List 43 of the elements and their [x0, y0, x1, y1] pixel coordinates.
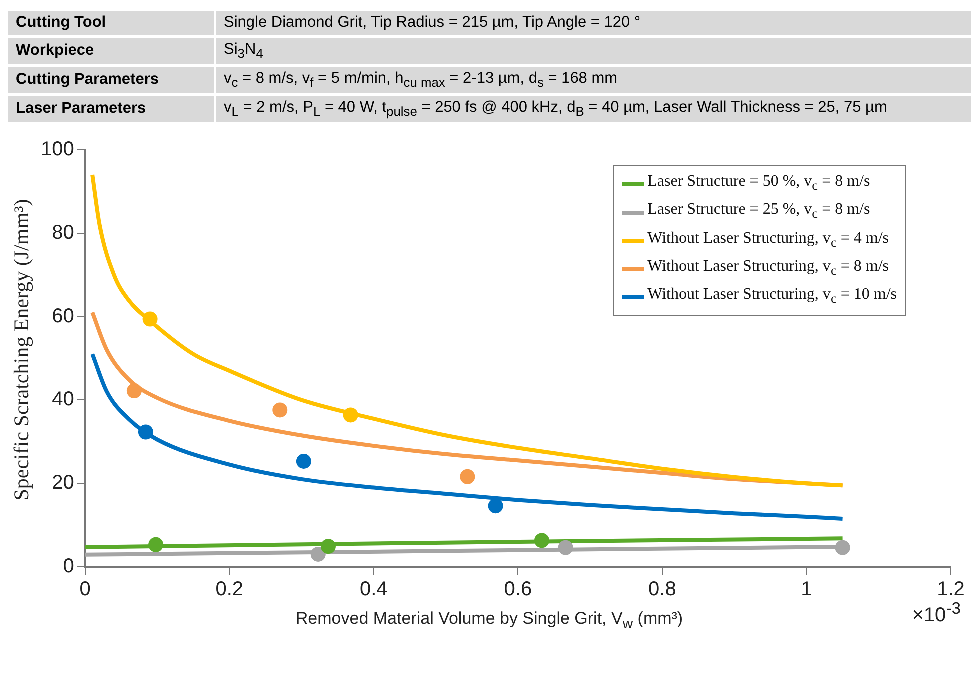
y-axis-title: Specific Scratching Energy (J/mm³) — [10, 199, 34, 502]
x-tick-label: 0 — [80, 578, 91, 601]
point — [296, 454, 312, 470]
point — [142, 312, 158, 328]
point — [460, 470, 476, 485]
x-tick-label: 1.2 — [937, 578, 965, 601]
point — [835, 540, 850, 556]
point — [148, 538, 164, 553]
x-tick-label: 0.8 — [648, 578, 676, 601]
legend-label: Without Laser Structuring, v$_{c}$ = 4 m/s — [648, 228, 889, 252]
y-tick-label: 20 — [52, 472, 74, 494]
x-tick-label: 0.2 — [216, 578, 244, 601]
legend-label: Without Laser Structuring, v$_{c}$ = 8 m/s — [648, 256, 889, 280]
legend-label: Laser Structure = 50 %, v$_{c}$ = 8 m/s — [648, 172, 870, 196]
legend-label: Laser Structure = 25 %, v$_{c}$ = 8 m/s — [648, 200, 870, 224]
x-axis-title: Removed Material Volume by Single Grit, V$_{w}$ (mm³) — [296, 609, 684, 633]
point — [272, 402, 288, 418]
y-tick-label: 100 — [40, 138, 74, 161]
point — [488, 498, 504, 514]
text: Cutting Tool — [15, 13, 108, 33]
point — [138, 425, 154, 440]
text: Si$_{3}$N$_{4}$ — [214, 38, 971, 64]
text: Single Diamond Grit, Tip Radius = 215 µm, Tip Angle = 120 ° — [214, 11, 971, 35]
text: v$_{L}$ = 2 m/s, P$_{L}$ = 40 W, t$_{pulse}$ = 250 fs @ 400 kHz, d$_{B}$ = 40 µm, Laser Wall Thickness = 25, 75 µm — [224, 99, 888, 120]
point — [320, 539, 336, 554]
point — [534, 534, 550, 549]
y-tick-label: 40 — [52, 388, 74, 411]
x-tick-label: 1 — [801, 578, 812, 601]
legend-label: Without Laser Structuring, v$_{c}$ = 10 m/s — [648, 285, 897, 308]
y-tick-label: 60 — [52, 306, 74, 328]
x-tick-label: 0.6 — [504, 578, 532, 601]
y-tick-label: 80 — [52, 222, 74, 244]
text: ×10$^{-3}$ — [912, 599, 961, 628]
point — [310, 547, 326, 562]
point — [343, 408, 358, 423]
text: Workpiece — [15, 41, 96, 62]
point — [126, 384, 142, 399]
text: v$_{c}$ = 8 m/s, v$_{f}$ = 5 m/min, h$_{cu max}$ = 2-13 µm, d$_{s}$ = 168 mm — [224, 70, 618, 90]
x-tick-label: 0.4 — [360, 578, 388, 601]
y-tick-label: 0 — [63, 556, 74, 578]
point — [558, 540, 574, 556]
line-series — [90, 352, 845, 522]
text: Cutting Parameters — [15, 70, 160, 90]
